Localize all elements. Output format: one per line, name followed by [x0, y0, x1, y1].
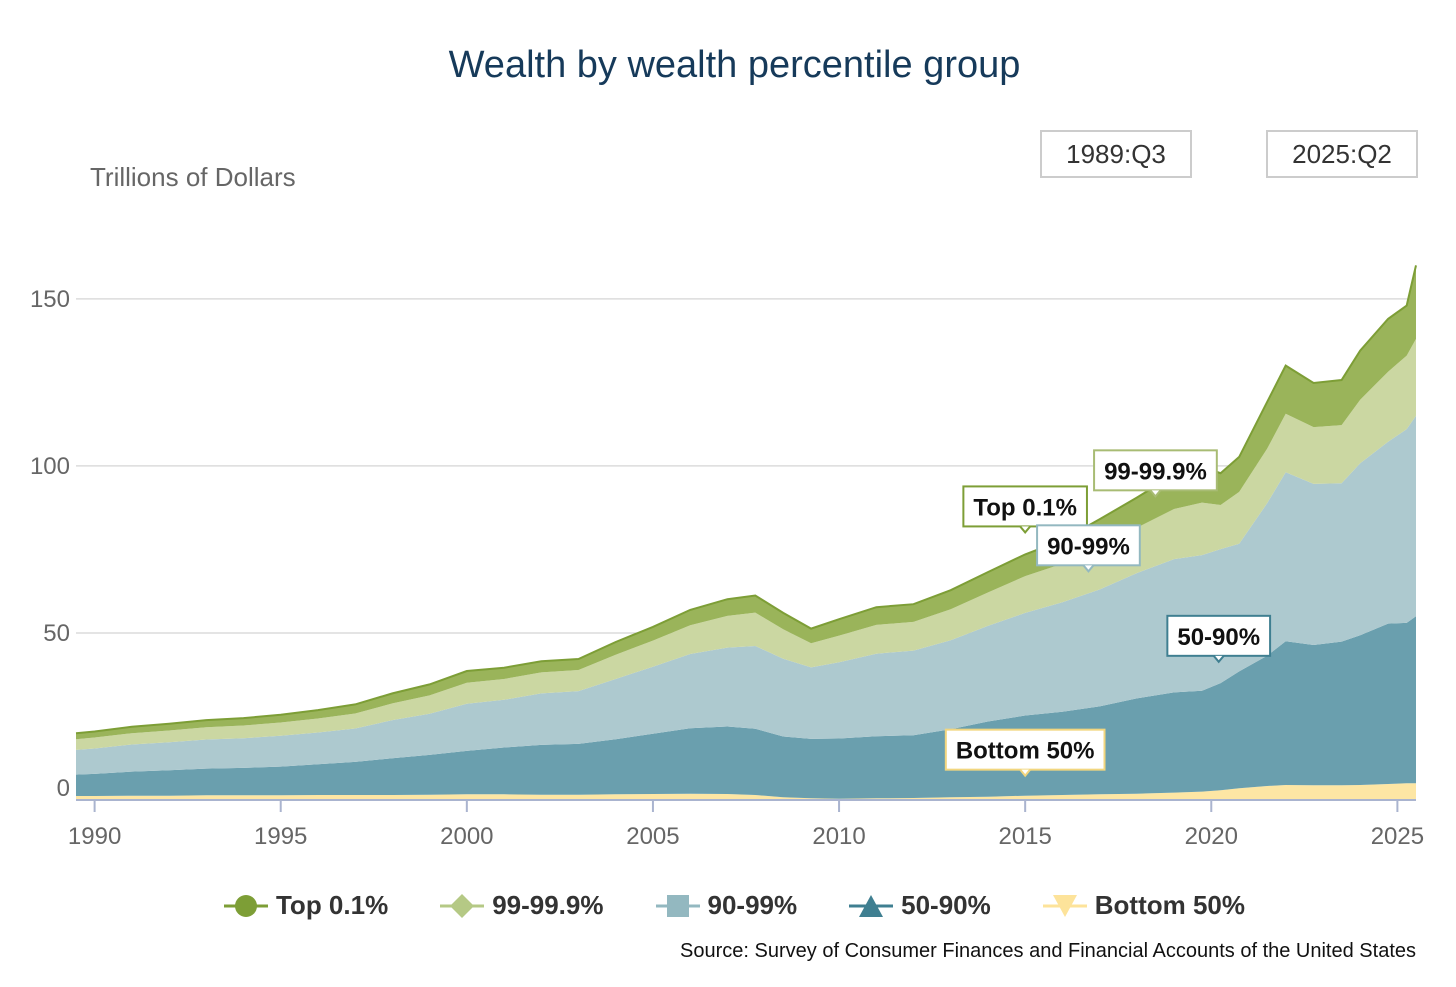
legend-item-50-90-[interactable]: 50-90%: [849, 890, 991, 921]
callout-label: Bottom 50%: [956, 738, 1095, 765]
y-axis: 0 50 100 150: [30, 286, 70, 802]
legend-item-90-99-[interactable]: 90-99%: [655, 890, 798, 921]
legend-item-bottom-50-[interactable]: Bottom 50%: [1042, 890, 1245, 921]
callout-box: [962, 485, 1088, 528]
legend-label: 90-99%: [707, 890, 798, 920]
area-bottom-50-[interactable]: [76, 783, 1416, 800]
callout-pointer: [1082, 564, 1095, 573]
x-tick-label: 2000: [440, 823, 493, 850]
square-icon: [655, 894, 700, 917]
callout-box: [1093, 449, 1218, 492]
callout-top-0-1-: Top 0.1%: [962, 485, 1088, 534]
callout-label: 99-99.9%: [1104, 458, 1207, 485]
callout-box: [1036, 524, 1141, 567]
range-end-input[interactable]: 2025:Q2: [1266, 130, 1418, 178]
x-tick-label: 2015: [998, 823, 1051, 850]
total-outline: [75, 265, 1417, 735]
callout-pointer: [1019, 525, 1031, 534]
legend-label: Top 0.1%: [275, 890, 389, 920]
callout-box: [1166, 614, 1272, 657]
series-callouts: Top 0.1% 99-99.9% 90-99% 50-90% Bottom 50%: [944, 449, 1272, 778]
diamond-icon: [440, 893, 485, 918]
area-99-99-9-[interactable]: [76, 338, 1416, 750]
callout-pointer: [1212, 655, 1225, 664]
triangle-up-icon: [849, 894, 894, 917]
area-90-99-[interactable]: [76, 415, 1416, 775]
callout-99-99-9-: 99-99.9%: [1093, 449, 1218, 498]
y-tick-label: 0: [57, 775, 70, 802]
range-start-input[interactable]: 1989:Q3: [1040, 130, 1192, 178]
chart-title: Wealth by wealth percentile group: [448, 44, 1021, 86]
callout-90-99-: 90-99%: [1036, 524, 1141, 573]
callout-label: 50-90%: [1177, 624, 1260, 651]
callout-bottom-50-: Bottom 50%: [944, 728, 1106, 778]
callout-pointer: [1019, 769, 1031, 778]
x-tick-label: 1995: [254, 823, 307, 850]
legend: Top 0.1% 99-99.9% 90-99% 50-90% Bottom 50%: [0, 890, 1456, 921]
x-tick-label: 2010: [812, 823, 865, 850]
callout-pointer: [1149, 489, 1162, 498]
x-tick-label: 2005: [626, 823, 679, 850]
x-tick-label: 2025: [1371, 823, 1424, 850]
x-axis: 1990 1995 2000 2005 2010 2015 2020 2025: [68, 799, 1424, 850]
callout-label: 90-99%: [1047, 533, 1130, 560]
y-tick-label: 150: [30, 286, 70, 313]
legend-label: 50-90%: [901, 890, 991, 920]
triangle-down-icon: [1042, 894, 1087, 917]
callout-50-90-: 50-90%: [1166, 614, 1272, 664]
area-top-0-1-[interactable]: [76, 265, 1416, 740]
y-tick-label: 100: [30, 453, 70, 480]
callout-label: Top 0.1%: [973, 494, 1077, 521]
legend-item-top-0-1-[interactable]: Top 0.1%: [223, 890, 389, 921]
area-series: [75, 265, 1417, 800]
legend-label: 99-99.9%: [492, 890, 604, 920]
y-axis-label: Trillions of Dollars: [90, 162, 296, 192]
legend-item-99-99-9-[interactable]: 99-99.9%: [440, 890, 604, 921]
source-note: Source: Survey of Consumer Finances and …: [680, 940, 1416, 962]
y-tick-label: 50: [43, 620, 70, 647]
legend-label: Bottom 50%: [1094, 890, 1245, 920]
circle-icon: [223, 894, 268, 917]
chart-plot: 1990 1995 2000 2005 2010 2015 2020 2025 0 50 100 1…: [30, 265, 1424, 850]
x-tick-label: 2020: [1185, 823, 1238, 850]
x-tick-label: 1990: [68, 823, 121, 850]
